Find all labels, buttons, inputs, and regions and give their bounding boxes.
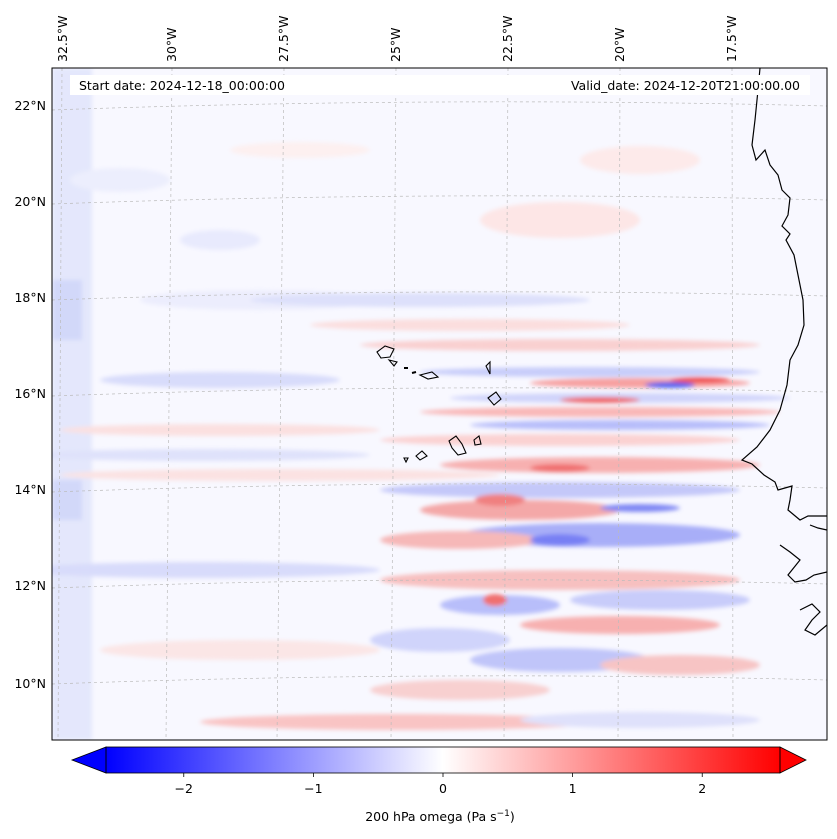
start-date-label: Start date: 2024-12-18_00:00:00 bbox=[79, 78, 285, 93]
colorbar-ticks: −2 −1 0 1 2 bbox=[175, 773, 706, 796]
latitude-labels: 22°N 20°N 18°N 16°N 14°N 12°N 10°N bbox=[14, 98, 46, 691]
lon-label: 20°W bbox=[612, 27, 627, 62]
lon-label: 22.5°W bbox=[500, 16, 515, 62]
map-panel: Start date: 2024-12-18_00:00:00 Valid_da… bbox=[51, 67, 828, 741]
cape-verde-islands bbox=[376, 345, 502, 464]
lat-label: 12°N bbox=[14, 578, 46, 593]
valid-date-label: Valid_date: 2024-12-20T21:00:00.00 bbox=[571, 78, 800, 93]
colorbar-min-extend bbox=[70, 746, 107, 774]
colorbar-tick-label: −1 bbox=[304, 781, 322, 796]
lat-label: 18°N bbox=[14, 290, 46, 305]
colorbar-tick-label: −2 bbox=[175, 781, 193, 796]
colorbar-max-extend bbox=[779, 746, 807, 774]
colorbar: −2 −1 0 1 2 200 hPa omega (Pa s−1) bbox=[70, 746, 807, 824]
colorbar-tick-label: 0 bbox=[439, 781, 447, 796]
info-box bbox=[70, 75, 810, 95]
lon-label: 32.5°W bbox=[55, 16, 70, 62]
colorbar-tick-label: 1 bbox=[569, 781, 577, 796]
lon-label: 25°W bbox=[388, 27, 403, 62]
colorbar-label-end: ) bbox=[510, 809, 515, 824]
map-frame bbox=[51, 67, 828, 741]
lon-label: 30°W bbox=[164, 27, 179, 62]
lat-label: 22°N bbox=[14, 98, 46, 113]
lon-label: 17.5°W bbox=[724, 16, 739, 62]
colorbar-gradient bbox=[106, 747, 780, 773]
colorbar-label-main: 200 hPa omega (Pa s bbox=[365, 809, 496, 824]
graticule bbox=[52, 68, 827, 740]
lat-label: 16°N bbox=[14, 386, 46, 401]
longitude-labels: 32.5°W 30°W 27.5°W 25°W 22.5°W 20°W 17.5… bbox=[55, 16, 739, 62]
omega-field bbox=[52, 68, 790, 740]
lat-label: 14°N bbox=[14, 482, 46, 497]
lat-label: 20°N bbox=[14, 194, 46, 209]
lon-label: 27.5°W bbox=[276, 16, 291, 62]
colorbar-label: 200 hPa omega (Pa s−1) bbox=[365, 809, 515, 824]
coastline bbox=[740, 68, 827, 636]
colorbar-tick-label: 2 bbox=[698, 781, 706, 796]
lat-label: 10°N bbox=[14, 676, 46, 691]
colorbar-label-sup: −1 bbox=[497, 809, 510, 819]
